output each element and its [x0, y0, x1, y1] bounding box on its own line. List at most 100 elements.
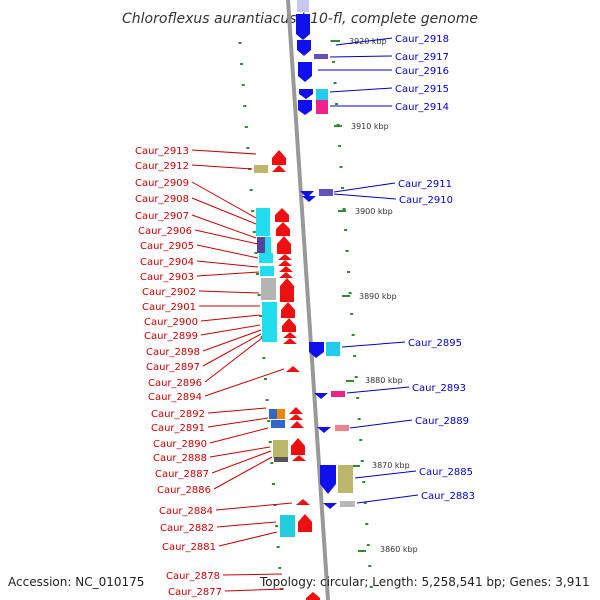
- gene-block: [257, 237, 265, 253]
- leader-line: [191, 149, 257, 155]
- leader-line: [222, 573, 283, 576]
- gene-block: [331, 391, 345, 397]
- genome-backbone: [286, 0, 330, 600]
- gene-label-caur-2913[interactable]: Caur_2913: [135, 146, 189, 157]
- gene-label-caur-2882[interactable]: Caur_2882: [160, 523, 214, 534]
- gene-label-caur-2894[interactable]: Caur_2894: [148, 392, 202, 403]
- gene-label-caur-2902[interactable]: Caur_2902: [142, 287, 196, 298]
- leader-line: [346, 386, 410, 394]
- gene-block: [316, 89, 328, 100]
- leader-line: [191, 197, 257, 225]
- leader-line: [202, 329, 262, 352]
- tick-mark: [365, 523, 369, 525]
- gene-arrow: [283, 338, 297, 344]
- gene-label-caur-2899[interactable]: Caur_2899: [144, 331, 198, 342]
- gene-arrow: [280, 278, 294, 302]
- gene-label-caur-2904[interactable]: Caur_2904: [140, 257, 194, 268]
- gene-arrow: [296, 499, 310, 505]
- gene-label-caur-2917[interactable]: Caur_2917: [395, 52, 449, 63]
- leader-line: [333, 193, 397, 200]
- gene-block: [271, 420, 285, 428]
- gene-label-caur-2900[interactable]: Caur_2900: [144, 317, 198, 328]
- tick-mark: [362, 481, 366, 483]
- leader-line: [209, 446, 271, 458]
- gene-block: [340, 501, 355, 507]
- gene-label-caur-2916[interactable]: Caur_2916: [395, 66, 449, 77]
- leader-line: [207, 417, 269, 428]
- gene-arrow: [309, 342, 324, 358]
- gene-label-caur-2908[interactable]: Caur_2908: [135, 194, 189, 205]
- tick-mark: [271, 483, 275, 485]
- gene-label-caur-2897[interactable]: Caur_2897: [146, 362, 200, 373]
- gene-arrow: [272, 165, 286, 172]
- gene-block: [269, 409, 277, 419]
- kbp-mark: 3870 kbp: [372, 461, 410, 470]
- gene-block: [335, 425, 349, 431]
- tick-mark: [353, 355, 357, 357]
- gene-arrow: [302, 196, 316, 202]
- leader-line: [335, 37, 393, 46]
- leader-line: [209, 427, 269, 444]
- gene-label-caur-2888[interactable]: Caur_2888: [153, 453, 207, 464]
- gene-label-caur-2893[interactable]: Caur_2893: [412, 383, 466, 394]
- gene-arrow: [277, 236, 291, 254]
- gene-label-caur-2889[interactable]: Caur_2889: [415, 416, 469, 427]
- gene-label-caur-2877[interactable]: Caur_2877: [168, 587, 222, 598]
- gene-label-caur-2901[interactable]: Caur_2901: [142, 302, 196, 313]
- gene-block: [262, 302, 277, 342]
- gene-block: [273, 440, 288, 458]
- gene-label-caur-2907[interactable]: Caur_2907: [135, 211, 189, 222]
- tick-mark: [238, 42, 242, 44]
- leader-line: [191, 181, 257, 219]
- gene-label-caur-2892[interactable]: Caur_2892: [151, 409, 205, 420]
- gene-label-caur-2890[interactable]: Caur_2890: [153, 439, 207, 450]
- gene-label-caur-2885[interactable]: Caur_2885: [419, 467, 473, 478]
- leader-line: [218, 531, 278, 547]
- gene-label-caur-2912[interactable]: Caur_2912: [135, 161, 189, 172]
- tick-mark: [357, 418, 361, 420]
- tick-mark: [332, 61, 336, 63]
- gene-label-caur-2910[interactable]: Caur_2910: [399, 195, 453, 206]
- gene-label-caur-2895[interactable]: Caur_2895: [408, 338, 462, 349]
- gene-label-caur-2887[interactable]: Caur_2887: [155, 469, 209, 480]
- tick-mark: [276, 546, 280, 548]
- tick-mark: [278, 567, 282, 569]
- gene-label-caur-2898[interactable]: Caur_2898: [146, 347, 200, 358]
- gene-arrow: [279, 266, 293, 272]
- leader-line: [356, 494, 419, 504]
- gene-label-caur-2911[interactable]: Caur_2911: [398, 179, 452, 190]
- gene-label-caur-2896[interactable]: Caur_2896: [148, 378, 202, 389]
- leader-line: [200, 314, 261, 322]
- gene-arrow: [278, 260, 292, 266]
- gene-block: [260, 266, 274, 276]
- gene-label-caur-2903[interactable]: Caur_2903: [140, 272, 194, 283]
- gene-block: [265, 237, 271, 253]
- gene-label-caur-2884[interactable]: Caur_2884: [159, 506, 213, 517]
- gene-label-caur-2881[interactable]: Caur_2881: [162, 542, 216, 553]
- gene-label-caur-2883[interactable]: Caur_2883: [421, 491, 475, 502]
- gene-label-caur-2886[interactable]: Caur_2886: [157, 485, 211, 496]
- gene-label-caur-2891[interactable]: Caur_2891: [151, 423, 205, 434]
- gene-label-caur-2909[interactable]: Caur_2909: [135, 178, 189, 189]
- gene-label-caur-2905[interactable]: Caur_2905: [140, 241, 194, 252]
- gene-arrow: [297, 40, 311, 56]
- leader-line: [202, 333, 262, 367]
- tick-mark: [344, 229, 348, 231]
- gene-label-caur-2915[interactable]: Caur_2915: [395, 84, 449, 95]
- gene-label-caur-2918[interactable]: Caur_2918: [395, 34, 449, 45]
- leader-line: [329, 87, 393, 93]
- gene-label-caur-2878[interactable]: Caur_2878: [166, 571, 220, 582]
- gene-labels: Caur_2918 Caur_2917 Caur_2916 Caur_2915 Caur…: [135, 34, 475, 598]
- gene-arrow: [282, 318, 296, 332]
- gene-arrow: [298, 100, 312, 115]
- tick-mark: [252, 231, 256, 233]
- gene-label-caur-2906[interactable]: Caur_2906: [138, 226, 192, 237]
- tick-mark: [263, 378, 267, 380]
- gene-block: [338, 465, 353, 493]
- leader-line: [196, 260, 259, 268]
- gene-arrow: [306, 592, 320, 600]
- kbp-mark: 3900 kbp: [355, 207, 393, 216]
- gene-label-caur-2914[interactable]: Caur_2914: [395, 102, 449, 113]
- leader-lines: [191, 37, 419, 592]
